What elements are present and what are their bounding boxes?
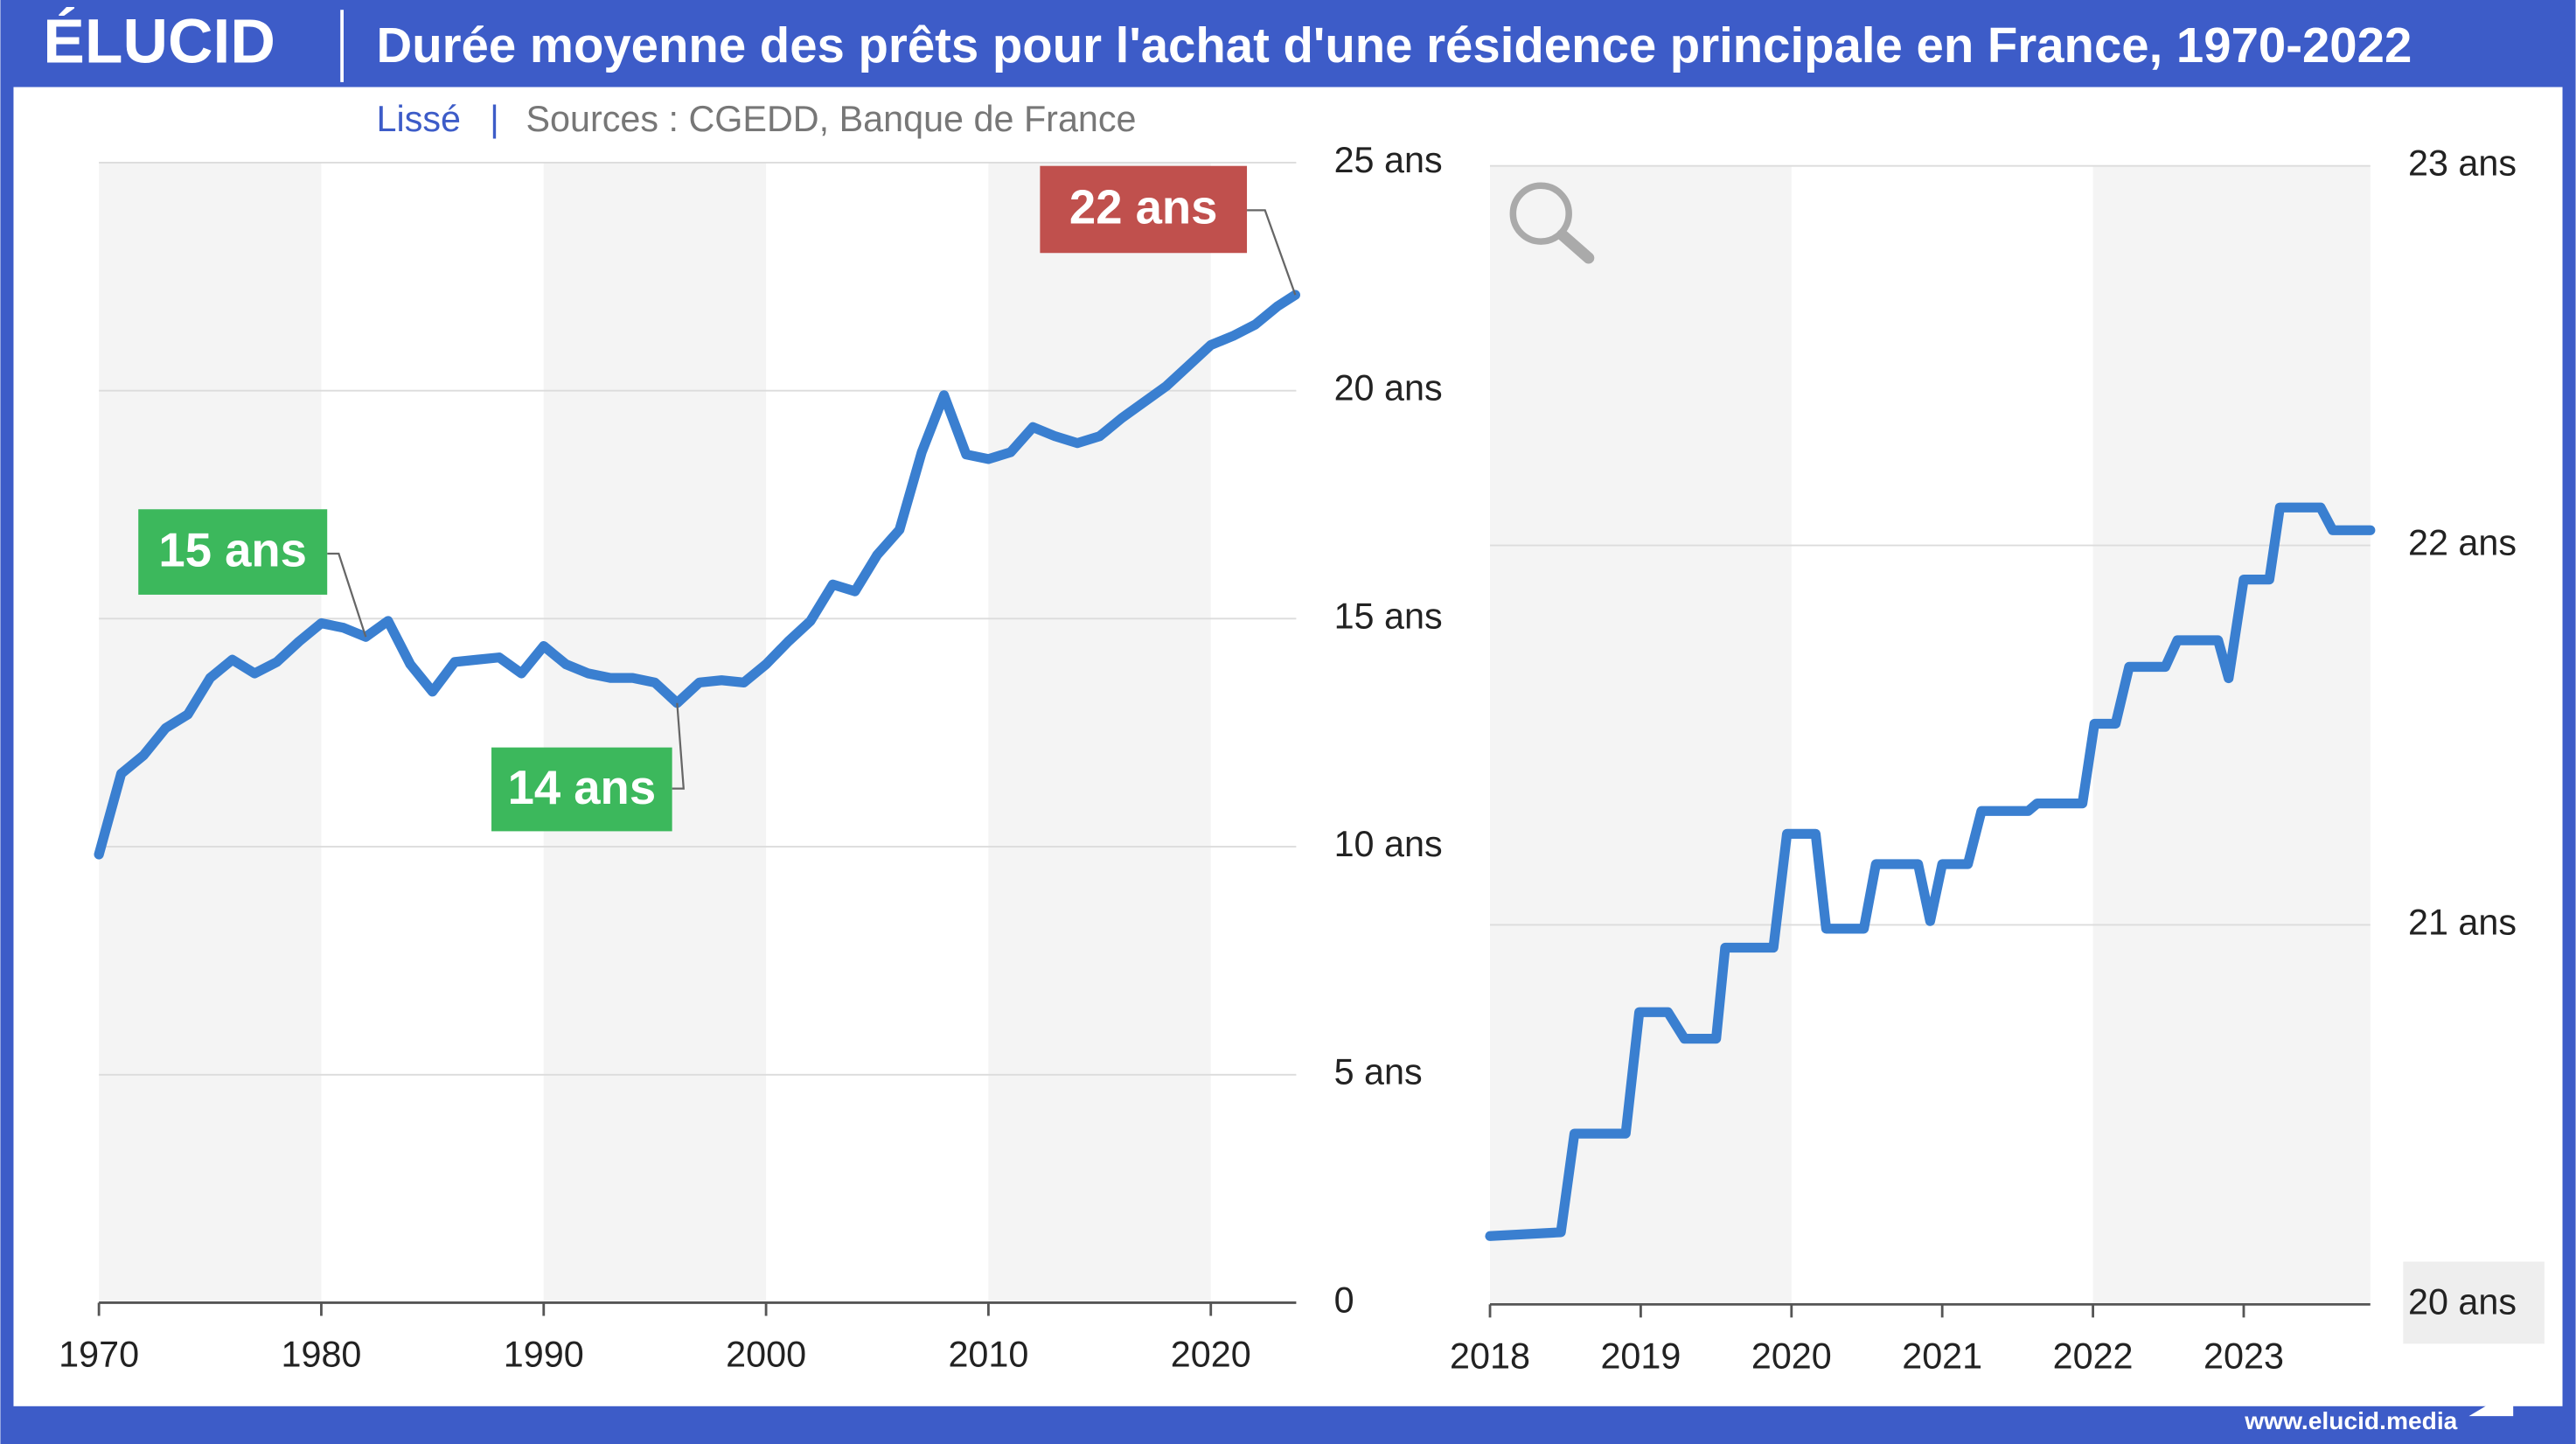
- x-tick-label: 2020: [1751, 1336, 1832, 1376]
- title: Durée moyenne des prêts pour l'achat d'u…: [377, 17, 2412, 73]
- x-tick-label: 2018: [1450, 1336, 1530, 1376]
- connector: [1247, 209, 1297, 296]
- x-tick-label: 2022: [2053, 1336, 2134, 1376]
- x-tick-label: 1980: [281, 1334, 361, 1374]
- logo: ÉLUCID: [43, 5, 275, 76]
- label-box: [2403, 1261, 2545, 1344]
- annotation: 14 ans: [508, 761, 657, 814]
- y-tick-label: 20 ans: [2408, 1281, 2517, 1322]
- backgrounds: [99, 162, 2371, 1305]
- x-tick-label: 1970: [59, 1334, 139, 1374]
- annotation-box: [491, 747, 672, 832]
- sources: Sources : CGEDD, Banque de France: [526, 99, 1136, 139]
- connector: [672, 702, 686, 790]
- separator-bar: |: [490, 99, 499, 139]
- x-tick-label: 2021: [1902, 1336, 1982, 1376]
- y-tick-label: 10 ans: [1334, 824, 1443, 864]
- subtitle: Lissé: [377, 99, 461, 139]
- line: [1485, 502, 2376, 1241]
- y-tick-label: 23 ans: [2408, 143, 2517, 184]
- y-tick-label: 20 ans: [1334, 368, 1443, 408]
- x-tick-label: 2020: [1171, 1334, 1251, 1374]
- band: [1490, 165, 1792, 1305]
- x-tick-label: 2010: [948, 1334, 1028, 1374]
- annotation-box: [1040, 165, 1248, 254]
- band: [99, 162, 322, 1303]
- annotation: 15 ans: [158, 523, 307, 576]
- y-tick-label: 25 ans: [1334, 140, 1443, 180]
- band: [543, 162, 767, 1303]
- y-tick-label: 0: [1334, 1280, 1354, 1320]
- x-tick-label: 2023: [2204, 1336, 2284, 1376]
- connector: [327, 552, 367, 638]
- y-tick-label: 21 ans: [2408, 902, 2517, 942]
- line: [94, 289, 1301, 860]
- x-tick-label: 2019: [1600, 1336, 1681, 1376]
- zoom-icon: [1509, 182, 1595, 264]
- annotation: 22 ans: [1069, 181, 1218, 234]
- x-tick-label: 1990: [504, 1334, 584, 1374]
- y-tick-label: 15 ans: [1334, 596, 1443, 636]
- y-tick-label: 22 ans: [2408, 523, 2517, 563]
- band: [988, 162, 1211, 1303]
- annotation-box: [138, 509, 328, 595]
- footer: www.elucid.media: [2244, 1406, 2457, 1434]
- band: [2092, 165, 2371, 1305]
- x-tick-label: 2000: [726, 1334, 806, 1374]
- y-tick-label: 5 ans: [1334, 1052, 1423, 1092]
